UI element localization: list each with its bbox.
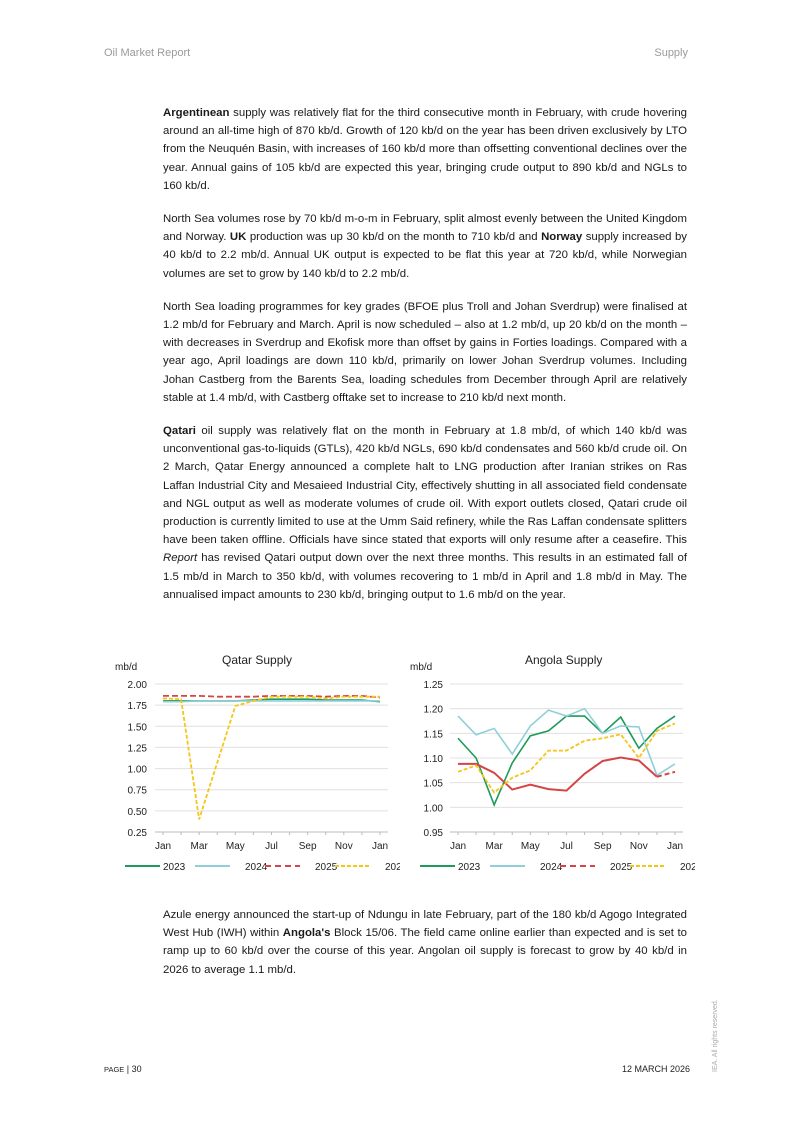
series-line-2024	[457, 707, 676, 777]
y-tick-label: 0.25	[128, 828, 148, 839]
y-tick-label: 1.00	[128, 765, 148, 776]
x-tick-label: Sep	[299, 841, 317, 852]
y-tick-label: 1.50	[128, 722, 148, 733]
x-tick-label: Jul	[265, 841, 278, 852]
x-tick-label: Jul	[560, 841, 573, 852]
text-run: supply was relatively flat for the third…	[163, 107, 687, 192]
text-run: Report	[163, 552, 198, 565]
series-line-2026	[457, 722, 676, 794]
x-tick-label: Jan	[372, 841, 388, 852]
legend-label: 2025	[315, 862, 338, 873]
text-run: Azule energy announced the start-up of N…	[163, 909, 687, 940]
y-tick-label: 1.25	[424, 680, 444, 691]
series-line-2026	[162, 695, 380, 820]
body-text-bottom: Azule energy announced the start-up of N…	[163, 906, 687, 994]
legend-label: 2026	[680, 862, 695, 873]
y-tick-label: 2.00	[128, 680, 148, 691]
section-title: Supply	[654, 47, 688, 59]
y-tick-label: 1.25	[128, 743, 148, 754]
y-tick-label: 1.20	[424, 705, 444, 716]
qatar-supply-chart: Qatar Supply mb/d 0.25 0.50 0.75 1.00 1.25 1.50…	[110, 650, 408, 880]
x-tick-label: Mar	[486, 841, 504, 852]
paragraph: Argentinean supply was relatively flat f…	[163, 104, 687, 195]
x-tick-label: May	[226, 841, 245, 852]
copyright-notice: IEA. All rights reserved.	[712, 999, 719, 1072]
x-tick-label: Sep	[594, 841, 612, 852]
series-line-2025-forecast	[656, 770, 676, 778]
chart-title: Angola Supply	[525, 653, 602, 667]
y-tick-label: 1.00	[424, 803, 444, 814]
paragraph: Azule energy announced the start-up of N…	[163, 906, 687, 979]
text-run: UK	[229, 231, 247, 244]
y-tick-label: 0.50	[128, 807, 148, 818]
text-run: has revised Qatari output down over the …	[163, 552, 687, 601]
series-line-2024	[163, 700, 380, 703]
series-line-2025	[458, 756, 658, 792]
angola-supply-chart: Angola Supply mb/d 0.95 1.00 1.05 1.10 1.15 1.2…	[405, 650, 703, 880]
report-title: Oil Market Report	[104, 47, 191, 59]
y-tick-label: 1.75	[128, 701, 148, 712]
text-run: Angola's	[282, 927, 331, 940]
y-tick-label: 1.05	[424, 779, 444, 790]
report-date: 12 MARCH 2026	[622, 1064, 691, 1074]
x-tick-label: Nov	[335, 841, 353, 852]
chart-title: Qatar Supply	[222, 653, 292, 667]
text-run: Argentinean	[163, 107, 230, 119]
paragraph: North Sea volumes rose by 70 kb/d m-o-m …	[163, 210, 687, 283]
body-text-top: Argentinean supply was relatively flat f…	[163, 104, 687, 619]
text-run: Qatari	[163, 425, 196, 438]
text-run: North Sea volumes rose by 70 kb/d m-o-m …	[163, 213, 687, 244]
x-tick-label: Mar	[191, 841, 209, 852]
legend-label: 2024	[245, 862, 268, 873]
text-run: North Sea loading programmes for key gra…	[163, 300, 687, 404]
paragraph: North Sea loading programmes for key gra…	[163, 298, 687, 407]
text-run: Block 15/06. The field came online earli…	[163, 927, 687, 976]
text-run: production was up 30 kb/d on the month t…	[246, 231, 542, 244]
x-tick-label: Jan	[155, 841, 171, 852]
text-run: oil supply was relatively flat on the mo…	[163, 425, 687, 547]
y-tick-label: 1.10	[424, 754, 444, 765]
x-tick-label: Jan	[667, 841, 683, 852]
x-tick-label: May	[521, 841, 540, 852]
x-tick-label: Jan	[450, 841, 466, 852]
x-tick-label: Nov	[630, 841, 648, 852]
text-run: supply increased by 40 kb/d to 2.2 mb/d.…	[163, 231, 687, 280]
y-axis-unit: mb/d	[410, 662, 432, 673]
legend-label: 2023	[458, 862, 481, 873]
paragraph: Qatari oil supply was relatively flat on…	[163, 422, 687, 604]
page-number: PAGE | 30	[104, 1064, 142, 1074]
legend-label: 2023	[163, 862, 186, 873]
legend-label: 2026	[385, 862, 400, 873]
text-run: Norway	[541, 231, 583, 244]
y-axis-unit: mb/d	[115, 662, 137, 673]
legend-label: 2025	[610, 862, 633, 873]
y-tick-label: 1.15	[424, 729, 444, 740]
y-tick-label: 0.75	[128, 786, 148, 797]
y-tick-label: 0.95	[424, 828, 444, 839]
legend-label: 2024	[540, 862, 563, 873]
